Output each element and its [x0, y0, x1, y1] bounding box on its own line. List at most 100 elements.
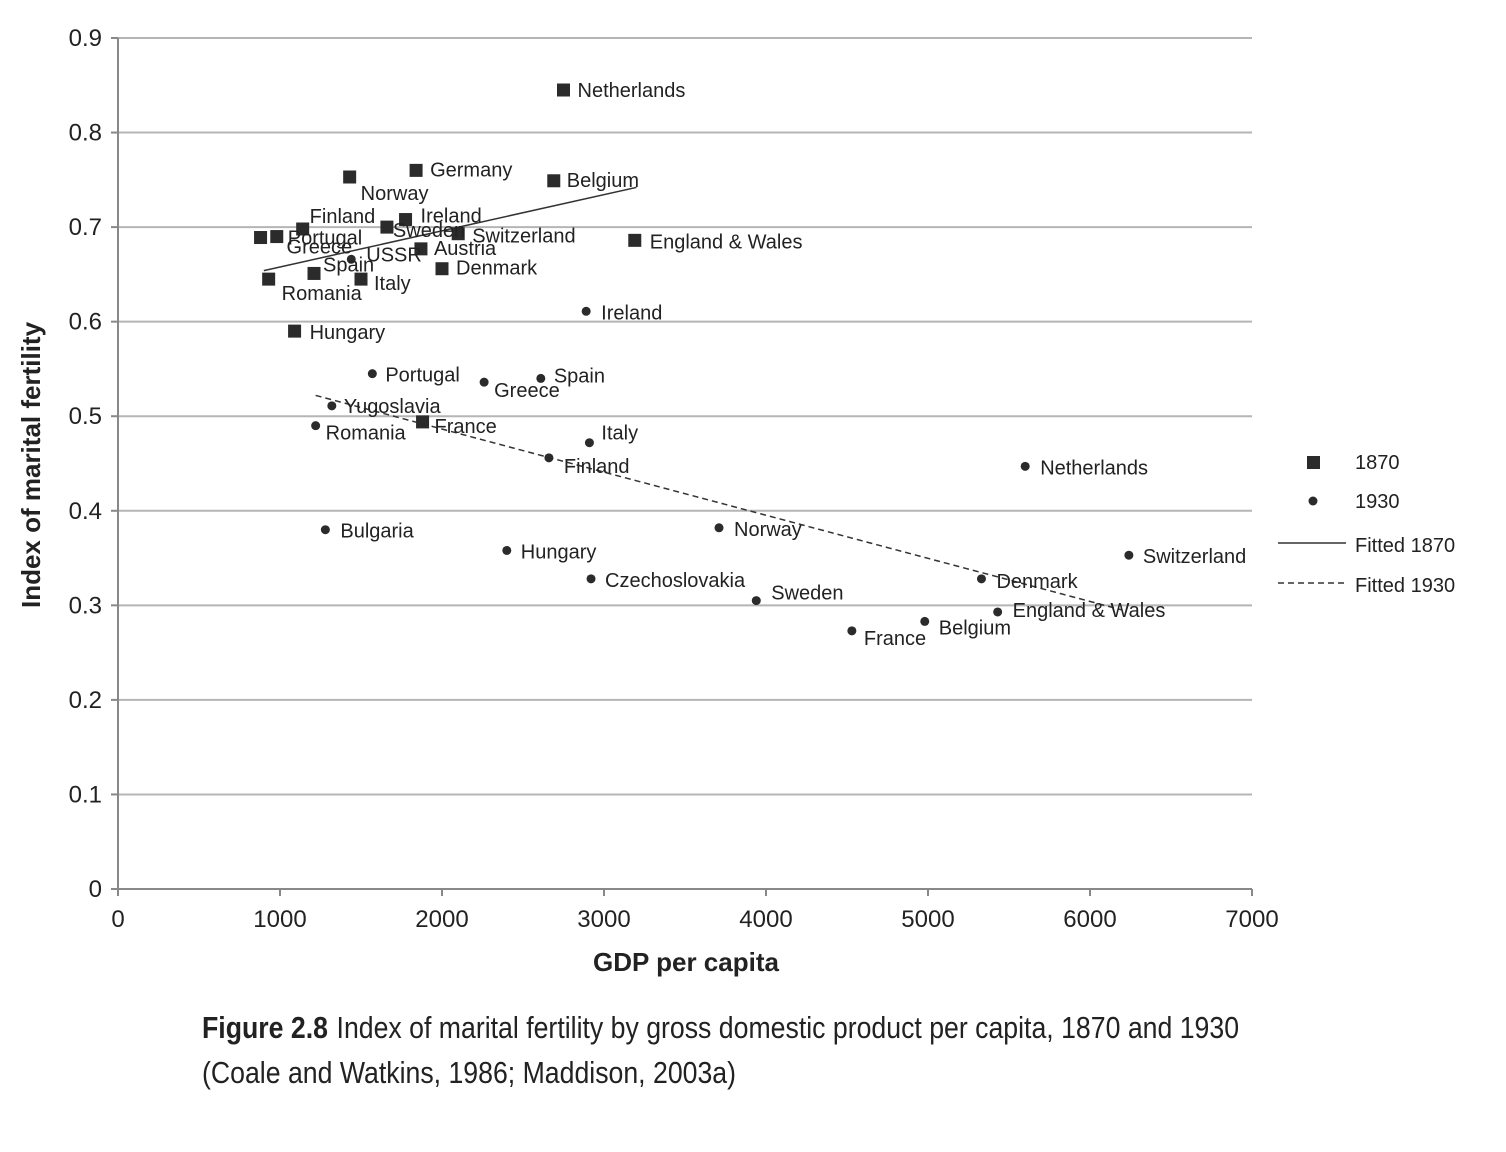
point-1930-czechoslovakia [586, 574, 596, 584]
point-1930-ussr [346, 254, 356, 264]
legend-label: 1930 [1355, 491, 1400, 513]
label-1870-germany: Germany [430, 159, 512, 181]
point-1870-denmark [435, 262, 449, 276]
label-1870-england-wales: England & Wales [650, 231, 803, 253]
fitted-line-1930 [315, 394, 1123, 611]
x-tick-label: 6000 [1063, 906, 1116, 933]
point-1870-hungary [288, 324, 302, 338]
label-1930-hungary: Hungary [521, 541, 597, 563]
x-tick-label: 2000 [415, 906, 468, 933]
point-1870-spain [307, 266, 321, 280]
point-1930-finland [544, 453, 554, 463]
point-1930-yugoslavia [327, 401, 337, 411]
point-1870-greece [254, 231, 268, 245]
label-1930-ussr: USSR [366, 244, 422, 266]
point-1930-england-wales [993, 607, 1003, 617]
y-tick-label: 0.4 [69, 498, 102, 525]
point-1870-england-wales [628, 233, 642, 247]
label-1870-switzerland: Switzerland [472, 226, 575, 248]
label-1930-netherlands: Netherlands [1040, 457, 1148, 479]
axes [117, 38, 1253, 896]
label-1870-portugal: Portugal [288, 228, 363, 250]
label-1930-belgium: Belgium [939, 617, 1011, 639]
y-tick-labels: 0 0.1 0.2 0.3 0.4 0.5 0.6 0.7 0.8 0.9 [69, 25, 102, 903]
label-1930-yugoslavia: Yugoslavia [344, 396, 442, 418]
y-tick-label: 0.7 [69, 214, 102, 241]
label-1930-ireland: Ireland [601, 302, 662, 324]
x-tick-label: 3000 [577, 906, 630, 933]
label-1870-france: France [435, 416, 497, 438]
point-1870-france [416, 415, 430, 429]
point-1930-denmark [976, 574, 986, 584]
point-1930-portugal [367, 369, 377, 379]
label-1930-sweden: Sweden [771, 583, 843, 605]
point-1870-sweden [380, 220, 394, 234]
y-tick-label: 0.1 [69, 781, 102, 808]
y-tick-label: 0.9 [69, 25, 102, 52]
fitted-line-1870 [263, 186, 637, 272]
point-1930-norway [714, 523, 724, 533]
label-1870-sweden: Sweden [393, 220, 465, 242]
point-1930-belgium [920, 616, 930, 626]
label-1870-ireland: Ireland [421, 206, 482, 228]
label-1930-finland: Finland [564, 456, 630, 478]
figure-caption: Figure 2.8 Index of marital fertility by … [202, 1005, 1303, 1095]
x-tick-label: 1000 [253, 906, 306, 933]
data-points [254, 83, 1134, 636]
label-1930-switzerland: Switzerland [1143, 546, 1246, 568]
legend-label: Fitted 1930 [1355, 575, 1455, 597]
point-1870-switzerland [451, 227, 465, 241]
y-tick-label: 0.3 [69, 592, 102, 619]
point-1930-romania [311, 421, 321, 431]
label-1930-italy: Italy [601, 423, 638, 445]
y-tick-label: 0.6 [69, 309, 102, 336]
y-tick-label: 0 [89, 876, 102, 903]
point-1870-netherlands [557, 83, 570, 97]
legend-label: Fitted 1870 [1355, 535, 1455, 557]
x-tick-label: 0 [111, 906, 124, 933]
label-1870-italy: Italy [374, 273, 411, 295]
y-tick-label: 0.2 [69, 687, 102, 714]
legend: 1870 1930 Fitted 1870 Fitted 1930 [1278, 452, 1455, 597]
point-1870-belgium [547, 174, 561, 188]
point-1870-romania [262, 272, 276, 286]
x-tick-labels: 0 1000 2000 3000 4000 5000 6000 7000 [111, 906, 1278, 933]
label-1870-austria: Austria [434, 238, 497, 260]
point-1870-austria [414, 242, 428, 256]
label-1870-denmark: Denmark [456, 258, 538, 280]
x-axis-title: GDP per capita [593, 947, 779, 977]
y-axis-title: Index of marital fertility [16, 321, 46, 608]
label-1930-denmark: Denmark [996, 571, 1078, 593]
point-1870-norway [343, 170, 357, 184]
figure-caption-text: Index of marital fertility by gross dome… [202, 1010, 1240, 1090]
label-1930-bulgaria: Bulgaria [340, 521, 414, 543]
point-1930-spain [536, 373, 546, 383]
point-1870-portugal [270, 230, 284, 244]
point-1930-bulgaria [320, 525, 330, 535]
figure-number: Figure 2.8 [202, 1010, 328, 1045]
label-1930-norway: Norway [734, 519, 802, 541]
legend-marker-1930 [1308, 496, 1318, 506]
label-1930-spain: Spain [554, 365, 605, 387]
point-1930-italy [584, 438, 594, 448]
fitted-lines [263, 186, 1123, 611]
x-tick-label: 7000 [1225, 906, 1278, 933]
point-1870-ireland [399, 213, 413, 227]
label-1870-spain: Spain [323, 254, 374, 276]
point-1930-france [847, 626, 857, 636]
point-1930-ireland [581, 306, 591, 316]
label-1870-netherlands: Netherlands [578, 80, 686, 102]
scatter-chart: 0 0.1 0.2 0.3 0.4 0.5 0.6 0.7 0.8 0.9 0 1000 2000 30… [16, 25, 1455, 977]
point-1870-italy [354, 272, 368, 286]
point-1930-sweden [751, 596, 761, 606]
label-1870-greece: Greece [287, 237, 353, 259]
point-1930-switzerland [1124, 550, 1134, 560]
point-1930-netherlands [1020, 461, 1030, 471]
x-tick-label: 5000 [901, 906, 954, 933]
y-tick-label: 0.8 [69, 120, 102, 147]
point-labels: Netherlands Germany Norway Belgium Finland Ir… [282, 80, 1247, 650]
x-tick-label: 4000 [739, 906, 792, 933]
label-1870-hungary: Hungary [310, 322, 386, 344]
label-1930-portugal: Portugal [385, 365, 460, 387]
label-1930-czechoslovakia: Czechoslovakia [605, 570, 746, 592]
